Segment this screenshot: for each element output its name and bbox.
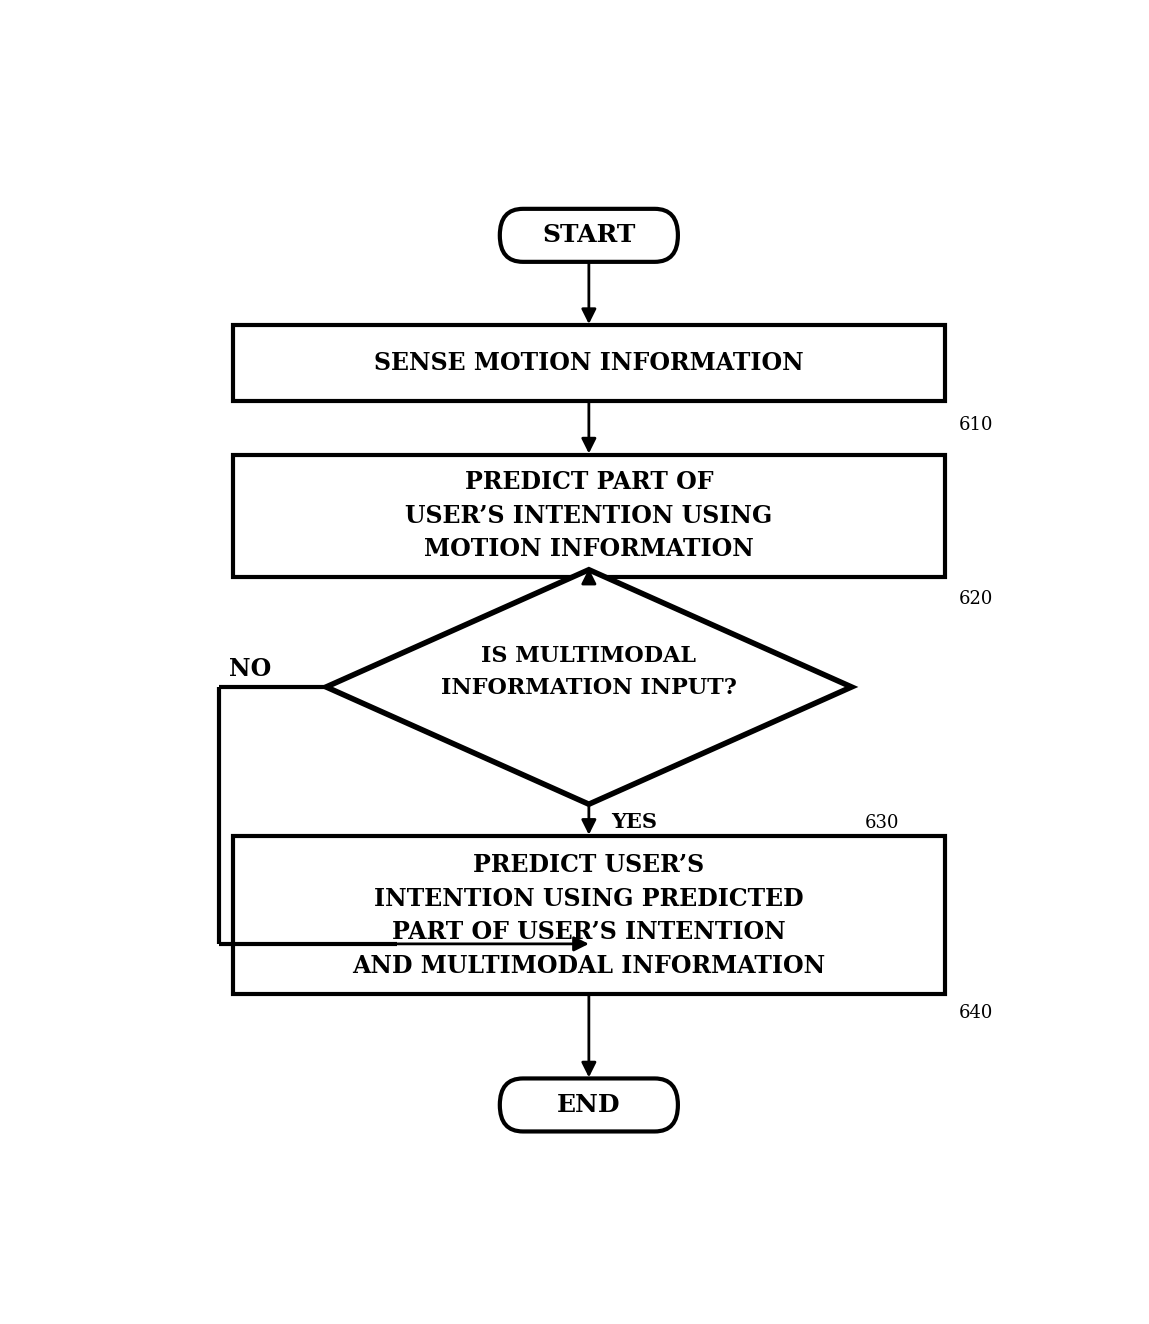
Text: YES: YES — [611, 812, 657, 831]
Text: END: END — [557, 1092, 620, 1117]
Text: NO: NO — [230, 657, 271, 681]
Text: 620: 620 — [958, 591, 993, 608]
Text: PREDICT PART OF
USER’S INTENTION USING
MOTION INFORMATION: PREDICT PART OF USER’S INTENTION USING M… — [406, 470, 772, 561]
Text: 610: 610 — [958, 416, 993, 434]
Polygon shape — [326, 569, 851, 804]
FancyBboxPatch shape — [232, 837, 946, 994]
Text: START: START — [542, 224, 635, 248]
FancyBboxPatch shape — [232, 324, 946, 401]
Text: SENSE MOTION INFORMATION: SENSE MOTION INFORMATION — [373, 351, 804, 375]
FancyBboxPatch shape — [500, 209, 678, 262]
FancyBboxPatch shape — [500, 1079, 678, 1132]
Text: PREDICT USER’S
INTENTION USING PREDICTED
PART OF USER’S INTENTION
AND MULTIMODAL: PREDICT USER’S INTENTION USING PREDICTED… — [353, 853, 825, 977]
Text: 630: 630 — [865, 814, 900, 833]
Text: IS MULTIMODAL
INFORMATION INPUT?: IS MULTIMODAL INFORMATION INPUT? — [441, 645, 737, 699]
Text: 640: 640 — [958, 1004, 993, 1022]
FancyBboxPatch shape — [232, 454, 946, 577]
